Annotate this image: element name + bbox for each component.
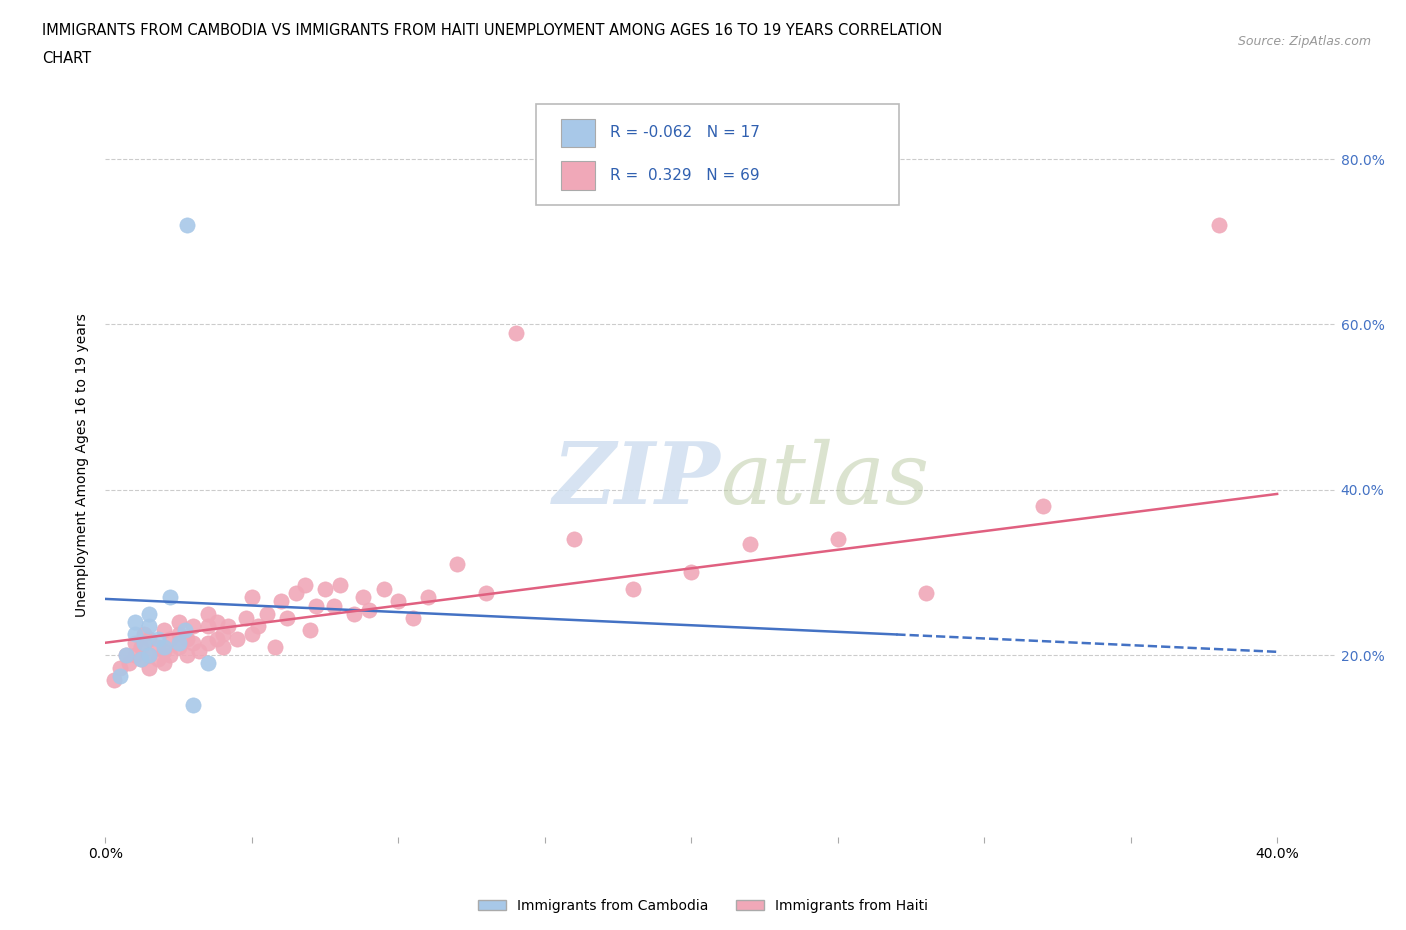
Point [138, 660, 160, 675]
Point [129, 652, 152, 667]
Point [115, 647, 138, 662]
Point [235, 610, 257, 625]
Point [211, 627, 233, 642]
Point [159, 631, 181, 646]
Point [173, 623, 195, 638]
Text: CHART: CHART [42, 51, 91, 66]
Text: R = -0.062   N = 17: R = -0.062 N = 17 [610, 126, 759, 140]
Point [314, 581, 336, 596]
Point [167, 635, 190, 650]
Point [270, 594, 292, 609]
Point [176, 218, 198, 232]
Point [387, 594, 409, 609]
Text: Source: ZipAtlas.com: Source: ZipAtlas.com [1237, 35, 1371, 48]
Bar [561, 162, 595, 190]
Point [681, 565, 703, 580]
Point [562, 532, 585, 547]
Point [240, 590, 263, 604]
Point [1208, 218, 1230, 232]
Point [914, 586, 936, 601]
Point [359, 603, 381, 618]
Point [138, 618, 160, 633]
Point [299, 623, 322, 638]
Point [197, 656, 219, 671]
Point [124, 627, 146, 642]
Text: R =  0.329   N = 69: R = 0.329 N = 69 [610, 168, 759, 183]
Point [256, 606, 278, 621]
Point [402, 610, 425, 625]
Point [159, 647, 181, 662]
Point [167, 627, 190, 642]
Point [446, 557, 468, 572]
Point [305, 598, 328, 613]
Point [132, 635, 155, 650]
Point [159, 590, 181, 604]
Point [108, 669, 131, 684]
Point [176, 631, 198, 646]
Point [153, 644, 176, 658]
Point [294, 578, 316, 592]
Point [246, 618, 269, 633]
Point [118, 656, 141, 671]
Point [108, 660, 131, 675]
Point [153, 656, 176, 671]
Point [183, 698, 205, 712]
Point [103, 672, 125, 687]
Point [148, 652, 170, 667]
Point [129, 652, 152, 667]
Text: ZIP: ZIP [553, 438, 721, 522]
Point [276, 610, 298, 625]
Point [138, 647, 160, 662]
Text: IMMIGRANTS FROM CAMBODIA VS IMMIGRANTS FROM HAITI UNEMPLOYMENT AMONG AGES 16 TO : IMMIGRANTS FROM CAMBODIA VS IMMIGRANTS F… [42, 23, 942, 38]
Point [176, 647, 198, 662]
Bar [561, 119, 595, 147]
Point [138, 606, 160, 621]
Point [1032, 498, 1054, 513]
Point [323, 598, 346, 613]
Point [226, 631, 249, 646]
Point [284, 586, 307, 601]
Text: atlas: atlas [721, 439, 929, 521]
Point [205, 615, 228, 630]
Point [205, 631, 228, 646]
Point [827, 532, 849, 547]
Point [197, 618, 219, 633]
Point [505, 326, 527, 340]
Point [416, 590, 439, 604]
Point [153, 623, 176, 638]
Point [197, 606, 219, 621]
Y-axis label: Unemployment Among Ages 16 to 19 years: Unemployment Among Ages 16 to 19 years [76, 313, 90, 617]
FancyBboxPatch shape [536, 104, 898, 205]
Point [738, 536, 761, 551]
Point [197, 635, 219, 650]
Point [373, 581, 395, 596]
Point [475, 586, 498, 601]
Legend: Immigrants from Cambodia, Immigrants from Haiti: Immigrants from Cambodia, Immigrants fro… [472, 894, 934, 919]
Point [167, 640, 190, 655]
Point [138, 647, 160, 662]
Point [211, 640, 233, 655]
Point [124, 635, 146, 650]
Point [343, 606, 366, 621]
Point [153, 640, 176, 655]
Point [132, 627, 155, 642]
Point [148, 631, 170, 646]
Point [124, 647, 146, 662]
Point [138, 631, 160, 646]
Point [240, 627, 263, 642]
Point [167, 615, 190, 630]
Point [148, 640, 170, 655]
Point [129, 640, 152, 655]
Point [352, 590, 374, 604]
Point [329, 578, 352, 592]
Point [183, 618, 205, 633]
Point [188, 644, 211, 658]
Point [183, 635, 205, 650]
Point [264, 640, 287, 655]
Point [621, 581, 644, 596]
Point [218, 618, 240, 633]
Point [124, 615, 146, 630]
Point [115, 647, 138, 662]
